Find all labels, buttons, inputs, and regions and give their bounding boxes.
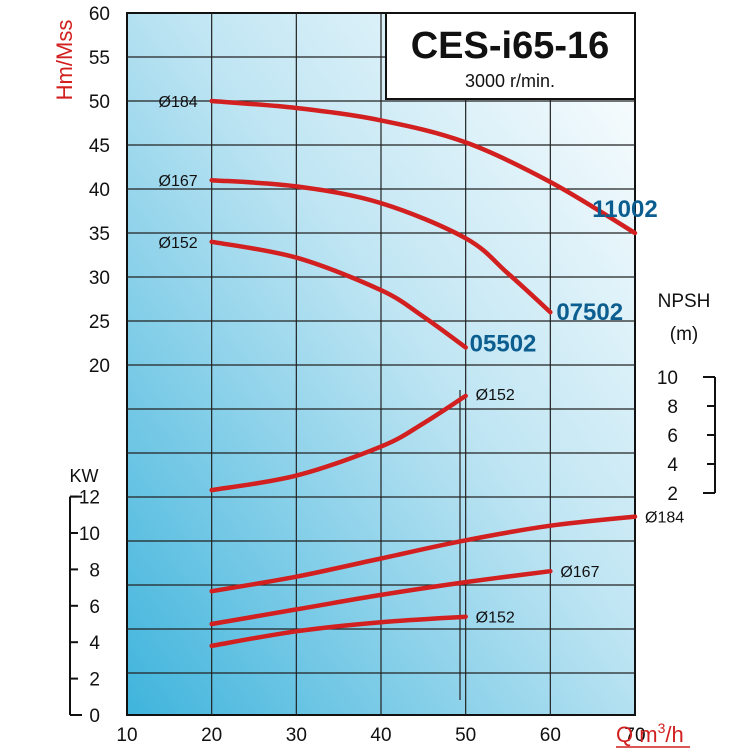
kw-tick-label: 12 bbox=[79, 488, 100, 509]
kw-curve-label: Ø167 bbox=[560, 564, 599, 581]
plot-area bbox=[126, 12, 636, 716]
chart-subtitle: 3000 r/min. bbox=[465, 71, 555, 91]
x-axis-label-tail: /h bbox=[665, 722, 683, 747]
head-curve bbox=[209, 239, 468, 350]
x-axis-label: Q m3/h bbox=[616, 720, 684, 747]
title-box: CES-i65-16 3000 r/min. bbox=[385, 12, 636, 100]
kw-tick-label: 4 bbox=[89, 633, 100, 654]
head-curve-label: Ø152 bbox=[159, 235, 198, 252]
npsh-tick-label: 6 bbox=[667, 426, 678, 447]
head-curve bbox=[209, 98, 638, 236]
kw-tick-label: 0 bbox=[89, 706, 100, 727]
head-axis-ticks: 20 25 30 35 40 45 50 55 60 bbox=[89, 4, 110, 377]
model-label: 07502 bbox=[556, 299, 623, 326]
kw-curve-label: Ø184 bbox=[645, 510, 684, 527]
npsh-tick-label: 10 bbox=[657, 368, 678, 389]
title-box-frame bbox=[385, 12, 636, 100]
x-axis-ticks: 10 20 30 40 50 60 70 bbox=[116, 725, 645, 746]
kw-axis-label: KW bbox=[70, 466, 99, 486]
head-curve-label: Ø167 bbox=[159, 173, 198, 190]
x-tick-label: 60 bbox=[540, 725, 561, 746]
chart-title: CES-i65-16 bbox=[411, 25, 610, 67]
kw-tick-label: 8 bbox=[89, 560, 100, 581]
x-tick-label: 20 bbox=[201, 725, 222, 746]
npsh-tick-label: 8 bbox=[667, 397, 678, 418]
model-label: 11002 bbox=[592, 196, 657, 223]
head-tick-label: 35 bbox=[89, 224, 110, 245]
head-tick-label: 45 bbox=[89, 136, 110, 157]
kw-tick-label: 6 bbox=[89, 597, 100, 618]
head-curve bbox=[209, 177, 553, 315]
head-tick-label: 20 bbox=[89, 356, 110, 377]
npsh-axis-label: NPSH bbox=[658, 291, 711, 312]
x-tick-label: 70 bbox=[624, 725, 645, 746]
kw-curve bbox=[209, 568, 553, 627]
head-axis-label: Hm/Mss bbox=[52, 20, 77, 101]
x-tick-label: 10 bbox=[116, 725, 137, 746]
head-tick-label: 30 bbox=[89, 268, 110, 289]
x-tick-label: 30 bbox=[286, 725, 307, 746]
head-tick-label: 25 bbox=[89, 312, 110, 333]
kw-curve-label: Ø152 bbox=[476, 610, 515, 627]
npsh-tick-label: 2 bbox=[667, 484, 678, 505]
x-tick-label: 40 bbox=[370, 725, 391, 746]
npsh-curve bbox=[209, 393, 468, 493]
head-tick-label: 40 bbox=[89, 180, 110, 201]
x-tick-label: 50 bbox=[455, 725, 476, 746]
head-tick-label: 55 bbox=[89, 48, 110, 69]
x-axis-label-main: Q m bbox=[616, 722, 658, 747]
kw-tick-label: 10 bbox=[79, 524, 100, 545]
kw-curve bbox=[209, 614, 468, 649]
npsh-curve-label: Ø152 bbox=[476, 387, 515, 404]
kw-tick-label: 2 bbox=[89, 670, 100, 691]
kw-axis: 0 2 4 6 8 10 12 bbox=[69, 488, 100, 727]
npsh-tick-label: 4 bbox=[667, 455, 678, 476]
kw-curve bbox=[209, 514, 638, 594]
x-axis-label-sup: 3 bbox=[658, 720, 666, 736]
head-curve-label: Ø184 bbox=[159, 94, 198, 111]
model-label: 05502 bbox=[470, 330, 537, 357]
npsh-axis: 2 4 6 8 10 bbox=[657, 368, 716, 505]
head-tick-label: 60 bbox=[89, 4, 110, 25]
npsh-axis-unit: (m) bbox=[670, 324, 698, 345]
curves bbox=[209, 98, 638, 649]
head-tick-label: 50 bbox=[89, 92, 110, 113]
curve-labels: Ø184 11002 Ø167 07502 Ø152 05502 Ø152 Ø184 Ø167 Ø… bbox=[159, 94, 685, 627]
